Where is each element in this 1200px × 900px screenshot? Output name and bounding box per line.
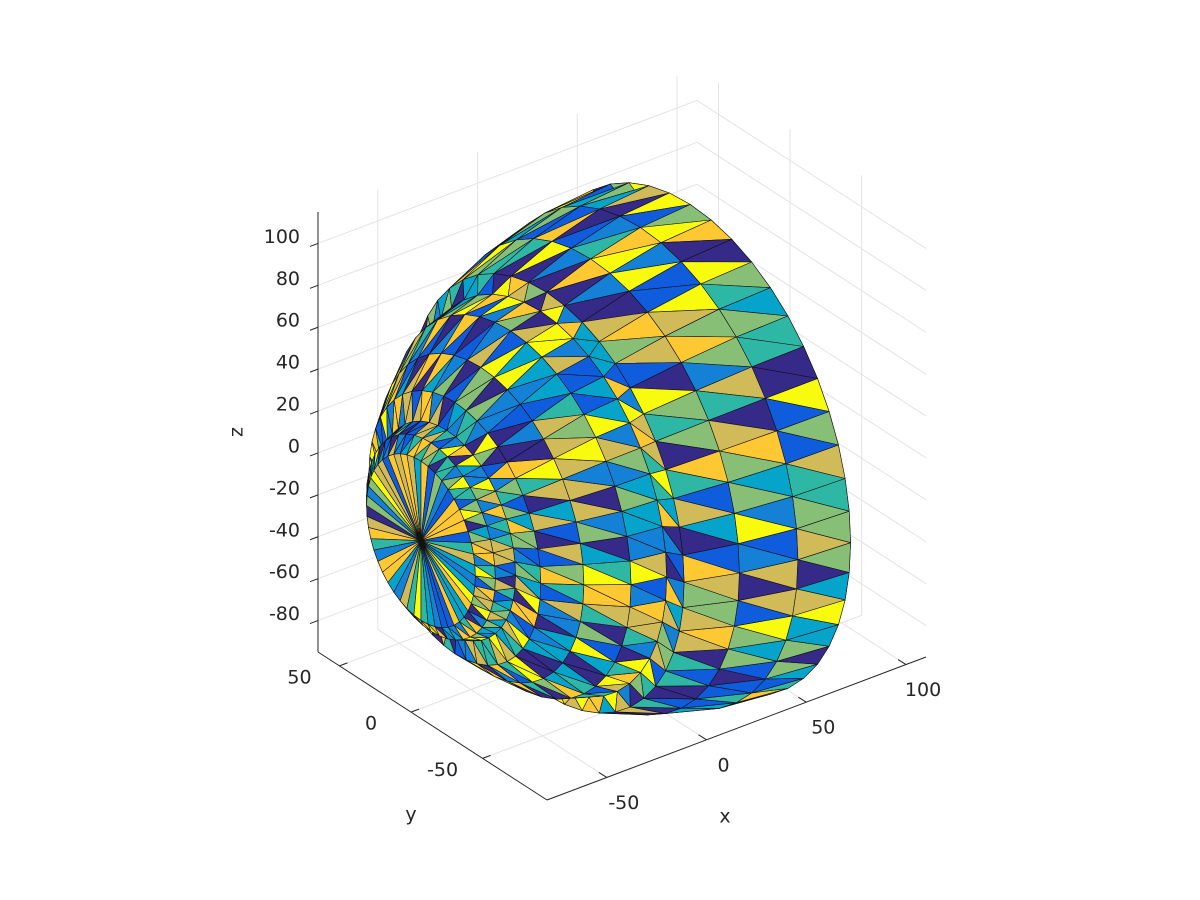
grid-line	[377, 629, 608, 778]
grid-line	[317, 141, 698, 286]
x-tick	[897, 659, 907, 665]
x-tick-label: 100	[905, 679, 941, 701]
axes: -80 -60 -40 -20 0 20 40 60 80 100 -50 0 50 -50 0 50 100	[264, 212, 941, 814]
z-tick	[309, 620, 319, 625]
z-tick	[309, 494, 319, 499]
z-tick-label: -20	[269, 477, 300, 499]
y-tick-label: 50	[287, 666, 311, 688]
z-tick-label: 20	[276, 394, 300, 416]
mesh-face	[486, 525, 511, 540]
z-tick	[309, 578, 319, 583]
mesh-face	[580, 536, 631, 562]
x-tick	[598, 771, 608, 778]
mesh-face	[605, 461, 651, 487]
grid-line	[317, 99, 698, 244]
x-tick-label: -50	[608, 792, 639, 814]
z-tick	[309, 452, 319, 457]
z-tick-label: 60	[276, 310, 300, 332]
x-axis-label: x	[719, 806, 730, 828]
z-tick	[309, 536, 319, 541]
grid-line	[696, 183, 927, 333]
z-tick	[309, 410, 319, 415]
z-tick	[309, 242, 319, 247]
mesh-face	[614, 485, 658, 512]
grid-line	[696, 141, 927, 291]
x-tick-label: 0	[718, 754, 730, 776]
grid-line	[696, 100, 927, 249]
mesh-face	[621, 510, 663, 537]
y-tick	[482, 754, 491, 759]
y-axis-line	[317, 651, 548, 801]
z-tick-label: 100	[264, 226, 300, 248]
z-tick	[309, 284, 319, 289]
y-axis-label: y	[405, 804, 416, 826]
x-tick-label: 50	[811, 717, 835, 739]
x-axis-line	[546, 656, 927, 801]
mesh-face	[490, 539, 514, 554]
mesh-face	[665, 551, 685, 583]
z-tick-label: 80	[276, 268, 300, 290]
mesh-face	[679, 526, 739, 556]
z-axis-label: z	[226, 427, 248, 437]
z-tick-label: 40	[276, 352, 300, 374]
z-tick-label: -60	[269, 561, 300, 583]
x-tick	[698, 734, 707, 741]
y-tick	[410, 708, 420, 713]
y-tick-label: -50	[427, 759, 458, 781]
mesh-face	[665, 469, 729, 499]
z-tick-label: 0	[288, 435, 300, 457]
x-tick	[798, 696, 807, 703]
z-tick-label: -40	[269, 519, 300, 541]
z-tick	[309, 368, 319, 373]
mesh-face	[673, 498, 735, 528]
z-tick-label: -80	[269, 603, 300, 625]
y-tick	[339, 662, 348, 667]
y-tick-label: 0	[365, 713, 377, 735]
z-tick	[309, 326, 319, 331]
mesh	[366, 182, 851, 716]
